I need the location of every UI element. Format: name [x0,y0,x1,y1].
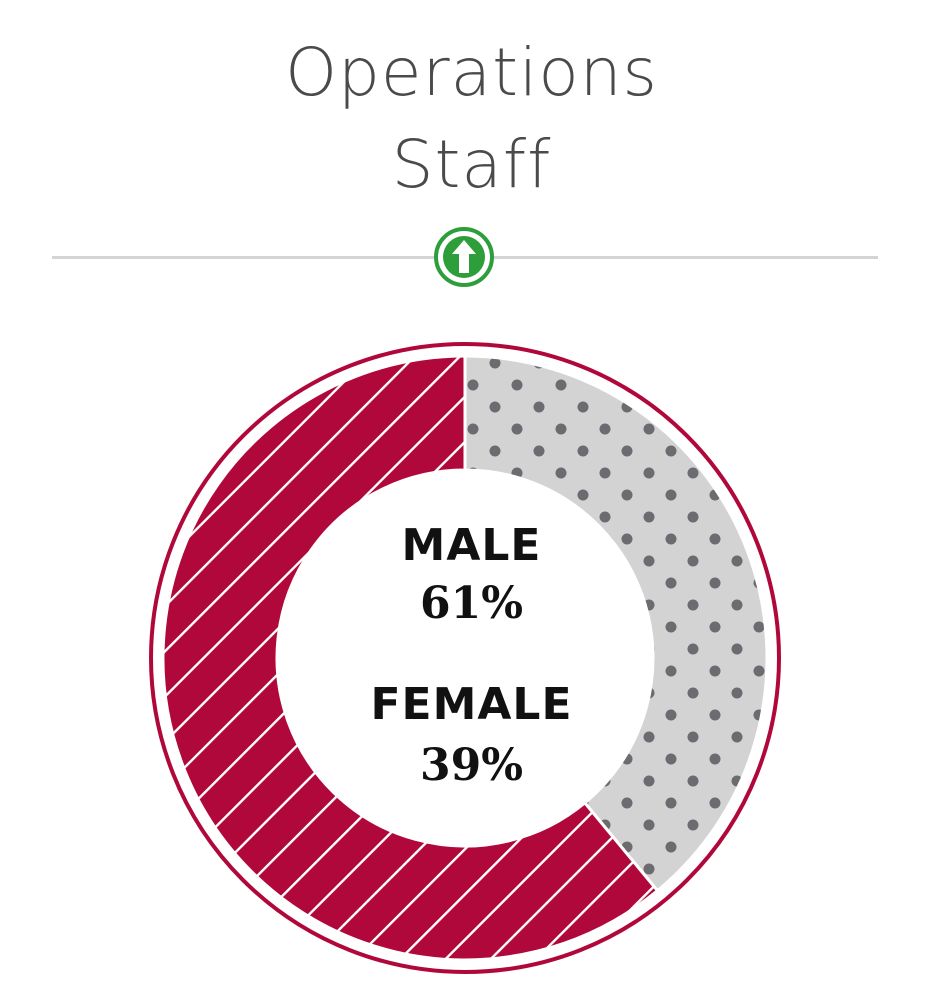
pie-slice-female [463,354,769,893]
donut-outline [149,342,781,974]
female-value: 39% [419,740,524,791]
chart-title-line1: Operations [285,34,658,111]
arrow-up-circle-icon [434,227,494,287]
chart-title-line2: Staff [391,126,552,203]
female-label: FEMALE [370,679,573,730]
male-value: 61% [419,578,524,629]
male-label: MALE [401,520,542,571]
pie-slice-male [161,354,660,962]
